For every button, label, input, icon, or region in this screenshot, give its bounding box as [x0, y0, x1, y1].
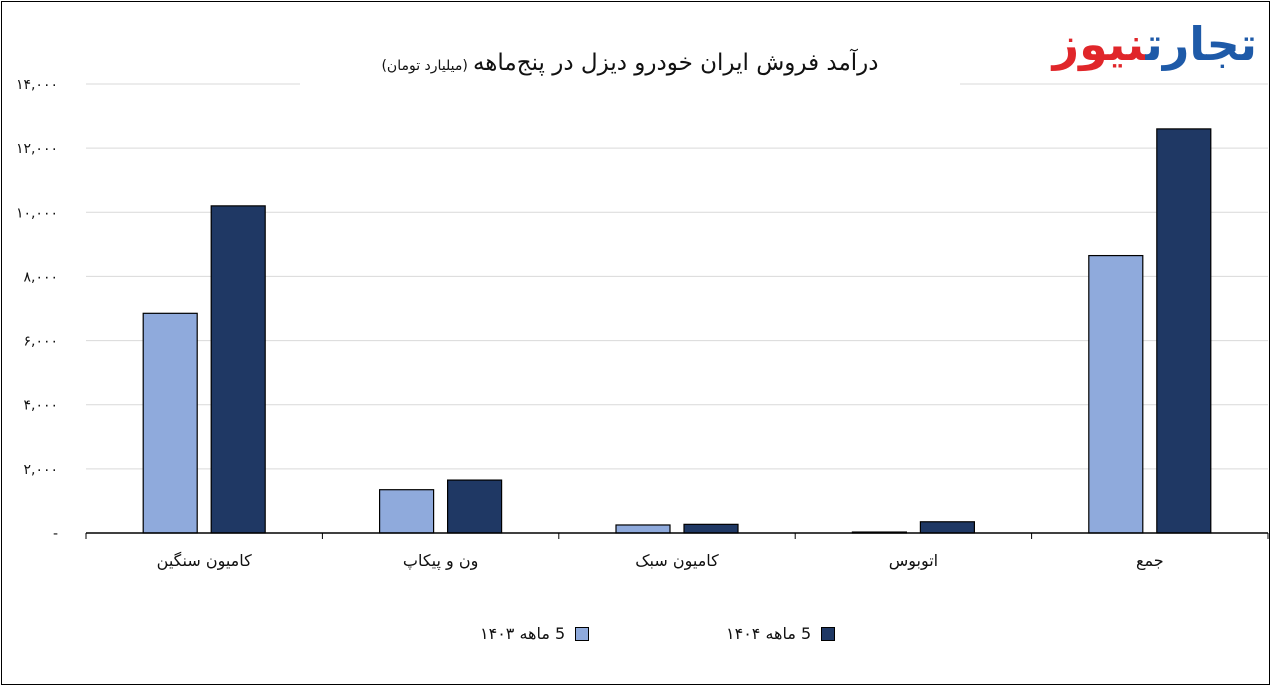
bar-series-2 [683, 523, 739, 534]
y-tick-label: - [53, 526, 58, 542]
y-tick-label: ۱۰,۰۰۰ [16, 205, 58, 221]
chart-title: درآمد فروش ایران خودرو دیزل در پنج‌ماهه [472, 50, 879, 76]
x-category-label: کامیون سبک [635, 551, 719, 571]
y-tick-label: ۴,۰۰۰ [23, 398, 58, 414]
bar-series-1 [615, 524, 671, 534]
y-tick-label: ۱۲,۰۰۰ [16, 141, 58, 157]
y-tick-label: ۸,۰۰۰ [23, 269, 58, 285]
y-tick-label: ۶,۰۰۰ [23, 334, 58, 350]
x-category-label: جمع [1136, 551, 1164, 571]
bar-series-2 [210, 205, 266, 534]
legend-label-series-1: 5 ماهه ۱۴۰۳ [480, 624, 566, 643]
legend-item-series-1: 5 ماهه ۱۴۰۳ [480, 624, 590, 643]
logo-text-red: نیوز [1052, 17, 1147, 71]
x-category-label: کامیون سنگین [157, 551, 252, 571]
chart-legend: 5 ماهه ۱۴۰۳ 5 ماهه ۱۴۰۴ [0, 624, 1271, 648]
bar-series-1 [1088, 254, 1144, 534]
legend-swatch-series-1 [575, 626, 590, 641]
bar-series-1 [379, 489, 435, 534]
bar-series-2 [447, 479, 503, 534]
x-category-label: ون و پیکاپ [403, 551, 478, 571]
chart-title-block: درآمد فروش ایران خودرو دیزل در پنج‌ماهه … [300, 50, 960, 90]
bar-series-1 [142, 312, 198, 534]
axes: - ۲,۰۰۰ ۴,۰۰۰ ۶,۰۰۰ ۸,۰۰۰ ۱۰,۰۰۰ ۱۲,۰۰۰ ۱۴,۰۰۰ ک… [16, 77, 1269, 571]
legend-label-series-2: 5 ماهه ۱۴۰۴ [726, 624, 812, 643]
bar-series-2 [1156, 128, 1212, 534]
legend-item-series-2: 5 ماهه ۱۴۰۴ [726, 624, 836, 643]
y-tick-label: ۲,۰۰۰ [23, 462, 58, 478]
bars [142, 128, 1212, 534]
logo-text-blue: تجارت [1145, 17, 1258, 71]
x-category-label: اتوبوس [889, 551, 938, 571]
bar-series-2 [919, 521, 976, 534]
brand-logo: تجارتنیوز [1052, 14, 1258, 74]
chart-subtitle: (میلیارد تومان) [381, 58, 468, 74]
gridlines [86, 83, 1268, 470]
legend-swatch-series-2 [821, 626, 836, 641]
y-tick-label: ۱۴,۰۰۰ [16, 77, 58, 93]
